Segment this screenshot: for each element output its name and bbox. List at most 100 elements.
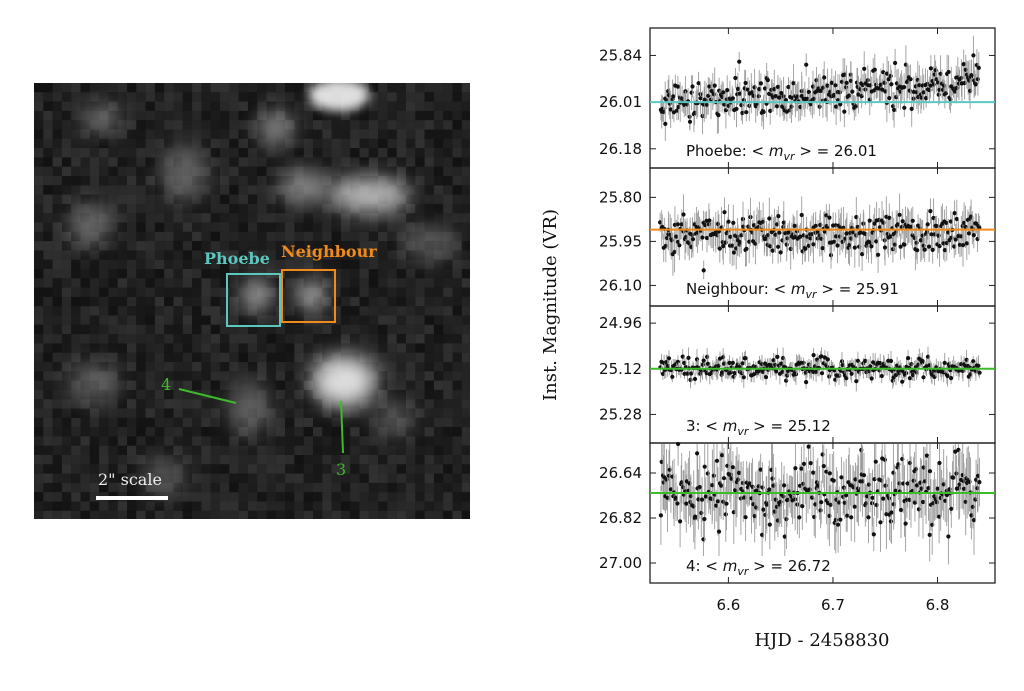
data-point [689,90,694,95]
data-point [711,92,717,97]
data-point [883,89,888,94]
data-point [971,233,976,238]
data-point [781,494,786,499]
data-point [758,467,763,472]
light-curve-panel: 26.64 26.82 27.00 4: < mvr > = 26.72 [599,441,996,584]
phoebe-image-panel: Phoebe Neighbour 4 3 2" scale [34,83,470,519]
data-point [888,73,893,79]
data-point [889,510,894,515]
light-curve-panel: 25.80 25.95 26.10 Neighbour: < mvr > = 25.9… [599,167,996,307]
data-point [818,88,824,93]
data-point [736,470,742,475]
data-point [953,237,958,242]
data-point [712,83,717,88]
data-point [782,534,787,539]
data-point [953,449,958,454]
data-point [715,499,721,504]
data-point [907,460,913,466]
data-point [862,66,867,71]
data-point [828,502,833,507]
data-point [951,475,956,480]
data-point [971,53,976,58]
data-points [658,441,982,565]
data-point [867,218,872,223]
data-point [716,113,721,118]
data-point [956,81,962,86]
data-point [889,82,894,87]
neighbour-box [281,269,336,323]
data-point [882,457,888,462]
data-point [928,209,933,214]
data-point [908,77,913,82]
data-point [773,362,778,367]
data-point [899,224,905,230]
data-point [903,521,908,526]
data-point [704,235,710,241]
data-point [703,494,708,499]
data-point [921,375,926,380]
data-point [721,90,726,95]
data-point [806,444,811,449]
y-tick-label: 25.12 [599,360,642,378]
data-point [671,94,676,99]
data-point [898,507,904,513]
y-tick-label: 25.84 [599,46,642,64]
data-point [799,212,804,218]
data-point [916,362,921,367]
data-point [744,246,749,251]
data-point [942,248,948,253]
data-point [695,451,700,456]
data-point [938,495,943,501]
data-point [825,357,830,362]
y-tick-label: 27.00 [599,554,642,572]
annotation-background [683,556,834,579]
data-point [773,94,778,99]
data-point [944,220,949,225]
data-point [804,380,809,385]
data-point [730,465,736,470]
data-point [818,222,823,228]
data-point [878,520,883,525]
data-point [828,253,834,258]
data-point [743,80,748,86]
data-point [819,371,825,376]
data-point [819,354,824,359]
data-point [925,222,930,227]
data-point [952,89,958,94]
data-point [699,510,704,516]
data-point [719,483,724,488]
data-point [836,373,842,378]
y-axis-label: Inst. Magnitude (VR) [540,209,561,401]
data-point [936,233,941,238]
data-point [866,515,871,520]
data-point [698,371,703,376]
data-point [723,512,728,517]
data-point [837,90,842,95]
data-point [815,483,820,488]
data-point [678,519,683,524]
y-tick-label: 24.96 [599,314,642,332]
data-point [861,473,867,478]
data-point [768,244,773,249]
data-point [952,211,957,216]
data-point [921,90,926,95]
data-point [946,534,951,539]
data-point [675,501,680,506]
data-point [701,268,706,273]
data-point [935,486,940,491]
data-point [838,102,843,107]
data-point [674,108,680,113]
data-point [776,244,781,249]
data-point [936,92,941,97]
data-point [847,242,852,248]
data-point [920,499,926,505]
data-point [779,361,784,366]
data-point [774,369,779,374]
data-point [934,500,940,505]
data-point [915,248,920,253]
data-point [732,371,737,376]
data-point [888,519,894,524]
data-point [844,80,849,85]
data-point [873,459,878,464]
data-point [743,356,748,361]
